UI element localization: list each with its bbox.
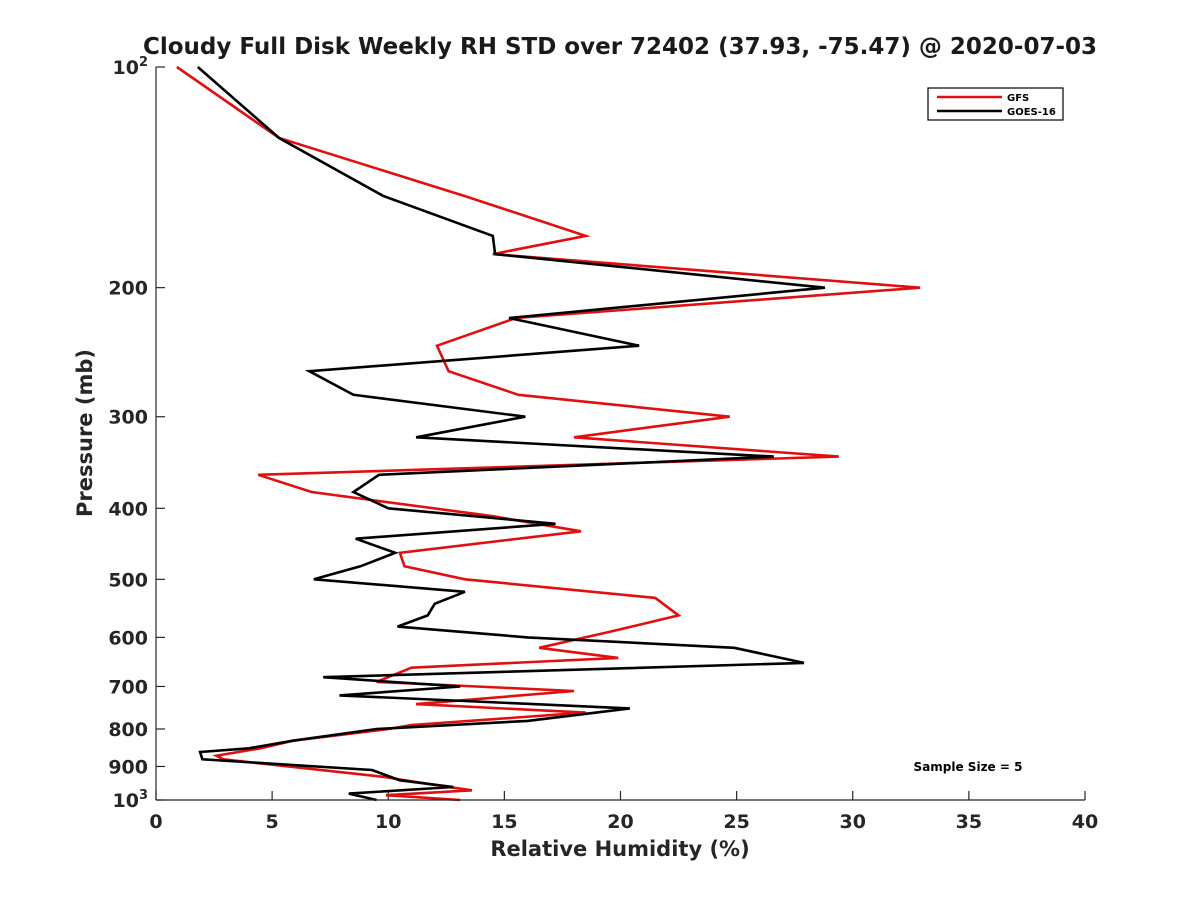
series-line-gfs bbox=[176, 65, 921, 802]
legend-label: GOES-16 bbox=[1007, 107, 1056, 118]
legend: GFS GOES-16 bbox=[927, 87, 1064, 121]
y-tick-label: 300 bbox=[108, 407, 148, 429]
x-axis: 0 5 10 15 20 25 30 35 40 bbox=[149, 791, 1098, 833]
legend-label: GFS bbox=[1007, 93, 1029, 104]
y-tick-label: 102 bbox=[113, 55, 149, 79]
y-tick-base: 10 bbox=[113, 790, 139, 812]
y-tick-label: 800 bbox=[108, 719, 148, 741]
sample-size-annotation: Sample Size = 5 bbox=[914, 760, 1023, 774]
y-tick-exponent: 3 bbox=[139, 788, 148, 803]
y-tick-label: 103 bbox=[113, 788, 149, 812]
y-tick-label: 200 bbox=[108, 278, 148, 300]
y-tick-label: 600 bbox=[108, 627, 148, 649]
x-tick-label: 30 bbox=[840, 811, 866, 833]
x-tick-label: 0 bbox=[149, 811, 162, 833]
y-axis-title: Pressure (mb) bbox=[73, 349, 97, 517]
x-tick-label: 35 bbox=[956, 811, 982, 833]
y-tick-label: 400 bbox=[108, 498, 148, 520]
series-line-goes-16 bbox=[196, 66, 826, 802]
legend-box bbox=[927, 87, 1064, 121]
x-tick-label: 40 bbox=[1072, 811, 1098, 833]
y-tick-exponent: 2 bbox=[139, 55, 148, 70]
y-tick-label: 500 bbox=[108, 569, 148, 591]
x-tick-label: 5 bbox=[266, 811, 279, 833]
x-tick-label: 20 bbox=[607, 811, 633, 833]
y-tick-label: 900 bbox=[108, 756, 148, 778]
plot-area bbox=[176, 65, 921, 802]
x-tick-label: 15 bbox=[491, 811, 517, 833]
y-tick-label: 700 bbox=[108, 676, 148, 698]
y-tick-base: 10 bbox=[113, 57, 139, 79]
x-tick-label: 25 bbox=[723, 811, 749, 833]
x-axis-title: Relative Humidity (%) bbox=[490, 837, 749, 861]
chart-title: Cloudy Full Disk Weekly RH STD over 7240… bbox=[143, 34, 1097, 60]
x-tick-label: 10 bbox=[375, 811, 401, 833]
